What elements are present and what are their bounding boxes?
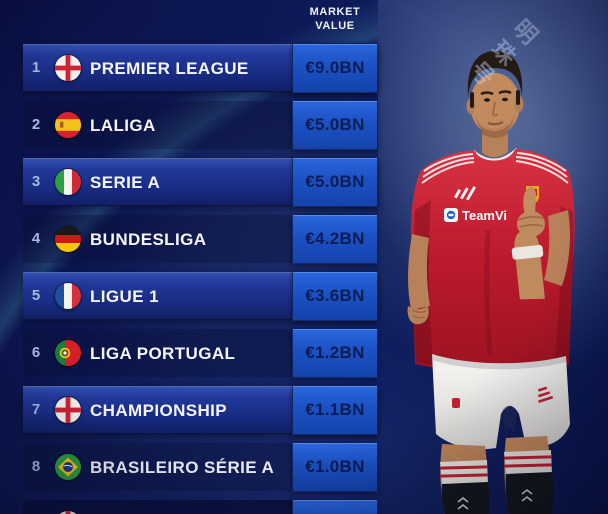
rank-number: 8 <box>31 458 41 475</box>
shorts-logos <box>452 386 554 408</box>
league-name: CHAMPIONSHIP <box>90 401 228 420</box>
flag-england-icon <box>55 397 81 423</box>
league-name: SERIE A <box>90 173 161 192</box>
flag-spain-icon <box>55 112 81 138</box>
league-name: BRASILEIRO SÉRIE A <box>90 458 275 477</box>
row-bar <box>23 500 378 514</box>
market-value-text: €1.1BN <box>305 400 365 419</box>
market-value-badge: €3.6BN <box>292 271 378 321</box>
adidas-logo-icon <box>454 186 477 201</box>
league-name: PREMIER LEAGUE <box>90 59 249 78</box>
rank-number: 1 <box>31 59 41 76</box>
market-value-header-line2: VALUE <box>315 19 355 32</box>
market-value-badge: €5.0BN <box>292 157 378 207</box>
market-value-badge: €9.0BN <box>292 43 378 93</box>
league-row: 1 PREMIER LEAGUE €9.0BN <box>23 43 378 93</box>
flag-england-icon <box>55 511 81 514</box>
market-value-text: €5.0BN <box>305 115 365 134</box>
league-row <box>23 499 378 514</box>
market-value-badge: €1.1BN <box>292 385 378 435</box>
market-value-text: €4.2BN <box>305 229 365 248</box>
rank-number: 5 <box>31 287 41 304</box>
rank-number: 6 <box>31 344 41 361</box>
market-value-badge: €4.2BN <box>292 214 378 264</box>
rank-number: 4 <box>31 230 41 247</box>
market-value-header-line1: MARKET <box>309 6 361 18</box>
svg-text:TeamVi: TeamVi <box>462 208 507 223</box>
league-name: LALIGA <box>90 116 156 135</box>
market-value-badge: €5.0BN <box>292 100 378 150</box>
flag-portugal-icon <box>55 340 81 366</box>
market-value-text: €3.6BN <box>305 286 365 305</box>
league-row: 2 LALIGA €5.0BN <box>23 100 378 150</box>
league-row: 3 SERIE A €5.0BN <box>23 157 378 207</box>
market-value-badge: €1.2BN <box>292 328 378 378</box>
rank-number: 7 <box>31 401 41 418</box>
market-value-text: €1.0BN <box>305 457 365 476</box>
flag-england-icon <box>55 55 81 81</box>
league-row: 7 CHAMPIONSHIP €1.1BN <box>23 385 378 435</box>
market-value-badge <box>292 499 378 514</box>
league-name: BUNDESLIGA <box>90 230 207 249</box>
league-row: 4 BUNDESLIGA €4.2BN <box>23 214 378 264</box>
market-value-text: €5.0BN <box>305 172 365 191</box>
rank-number: 3 <box>31 173 41 190</box>
market-value-column-header: MARKET VALUE <box>292 6 378 34</box>
league-name: LIGA PORTUGAL <box>90 344 236 363</box>
league-row: 8 BRASILEIRO SÉRIE A €1.0BN <box>23 442 378 492</box>
flag-germany-icon <box>55 226 81 252</box>
rank-number <box>23 500 49 514</box>
flag-brazil-icon <box>55 454 81 480</box>
league-name: LIGUE 1 <box>90 287 159 306</box>
sponsor-logo: TeamVi <box>444 208 507 223</box>
player-photo: TeamVi <box>407 51 575 514</box>
league-row: 6 LIGA PORTUGAL €1.2BN <box>23 328 378 378</box>
flag-italy-icon <box>55 169 81 195</box>
market-value-badge: €1.0BN <box>292 442 378 492</box>
flag-france-icon <box>55 283 81 309</box>
rank-number: 2 <box>31 116 41 133</box>
market-value-text: €1.2BN <box>305 343 365 362</box>
league-row: 5 LIGUE 1 €3.6BN <box>23 271 378 321</box>
market-value-text: €9.0BN <box>305 58 365 77</box>
